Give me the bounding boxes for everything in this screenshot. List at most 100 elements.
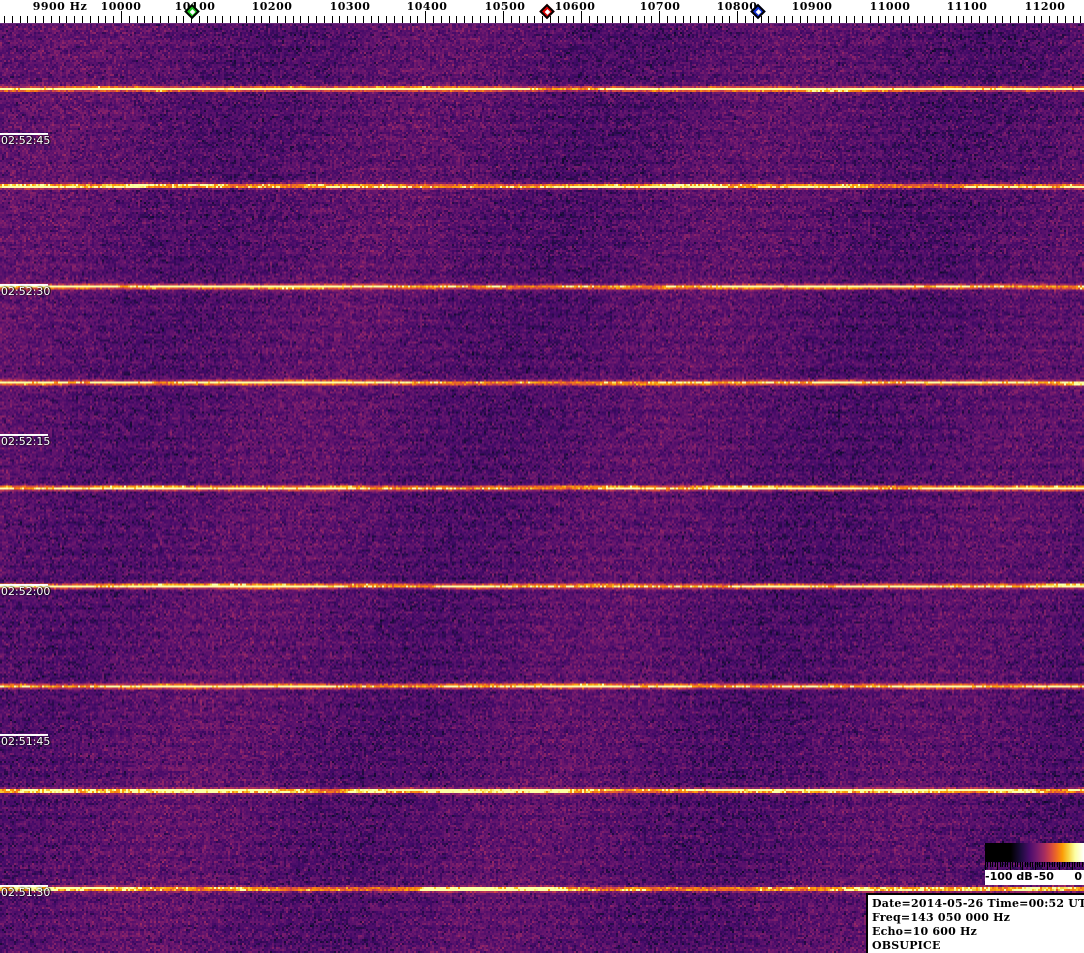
- info-line-date: Date=2014-05-26 Time=00:52 UTC: [872, 897, 1084, 910]
- colorbar-tick: [1032, 862, 1033, 867]
- colorbar-tick: [1049, 862, 1050, 867]
- freq-minor-tick: [745, 16, 746, 23]
- colorbar-tick: [1005, 862, 1006, 867]
- freq-tick-label: 10500: [484, 0, 526, 13]
- colorbar-label-mid: -50: [1034, 870, 1054, 883]
- freq-minor-tick: [885, 16, 886, 23]
- time-tick: [0, 434, 48, 436]
- colorbar-tick: [1072, 862, 1073, 870]
- freq-minor-tick: [807, 16, 808, 23]
- freq-minor-tick: [948, 16, 949, 23]
- freq-minor-tick: [651, 16, 652, 23]
- freq-minor-tick: [433, 16, 434, 23]
- colorbar-tick: [1044, 862, 1045, 867]
- freq-minor-tick: [355, 16, 356, 23]
- time-tick: [0, 584, 48, 586]
- time-tick: [0, 284, 48, 286]
- freq-minor-tick: [339, 16, 340, 23]
- freq-tick-label: 10300: [329, 0, 371, 13]
- info-line-station: OBSUPICE: [872, 939, 941, 952]
- freq-minor-tick: [862, 16, 863, 23]
- colorbar-tick: [997, 862, 998, 870]
- freq-minor-tick: [683, 16, 684, 23]
- freq-minor-tick: [230, 16, 231, 23]
- colorbar-tick: [1062, 862, 1063, 867]
- freq-minor-tick: [378, 16, 379, 23]
- freq-minor-tick: [386, 16, 387, 23]
- colorbar-gradient: [985, 843, 1084, 862]
- freq-tick-label: 11100: [946, 0, 988, 13]
- spectrogram-plot[interactable]: 02:52:45 02:52:30 02:52:15 02:52:00 02:51:45…: [0, 24, 1084, 953]
- colorbar-tick: [1000, 862, 1001, 867]
- freq-minor-tick: [612, 16, 613, 23]
- freq-minor-tick: [971, 16, 972, 23]
- colorbar-label-max: 0: [1074, 870, 1082, 883]
- freq-minor-tick: [932, 16, 933, 23]
- colorbar-tick: [1027, 862, 1028, 867]
- freq-minor-tick: [776, 16, 777, 23]
- colorbar-tick: [1012, 862, 1013, 867]
- freq-minor-tick: [940, 16, 941, 23]
- colorbar-tick: [1035, 862, 1036, 870]
- freq-minor-tick: [667, 16, 668, 23]
- colorbar-tick: [995, 862, 996, 867]
- freq-minor-tick: [152, 16, 153, 23]
- freq-minor-tick: [254, 16, 255, 23]
- freq-minor-tick: [269, 16, 270, 23]
- freq-minor-tick: [690, 16, 691, 23]
- time-tick-label: 02:52:15: [1, 435, 51, 448]
- freq-minor-tick: [761, 16, 762, 23]
- freq-minor-tick: [550, 16, 551, 23]
- freq-minor-tick: [729, 16, 730, 23]
- colorbar-tick: [1037, 862, 1038, 867]
- freq-minor-tick: [893, 16, 894, 23]
- freq-minor-tick: [43, 16, 44, 23]
- freq-minor-tick: [768, 16, 769, 23]
- freq-minor-tick: [137, 16, 138, 23]
- freq-minor-tick: [285, 16, 286, 23]
- freq-minor-tick: [347, 16, 348, 23]
- freq-major-tick: [121, 11, 122, 23]
- freq-minor-tick: [363, 16, 364, 23]
- freq-minor-tick: [1041, 16, 1042, 23]
- freq-minor-tick: [636, 16, 637, 23]
- colorbar-tick: [1079, 862, 1080, 867]
- freq-minor-tick: [839, 16, 840, 23]
- freq-minor-tick: [168, 16, 169, 23]
- freq-minor-tick: [963, 16, 964, 23]
- freq-minor-tick: [909, 16, 910, 23]
- time-tick: [0, 885, 48, 887]
- freq-minor-tick: [1065, 16, 1066, 23]
- colorbar-tick: [992, 862, 993, 867]
- colorbar-ticks: [985, 862, 1084, 870]
- freq-minor-tick: [394, 16, 395, 23]
- freq-minor-tick: [542, 16, 543, 23]
- info-line-freq: Freq=143 050 000 Hz: [872, 911, 1011, 924]
- marker-red-icon[interactable]: [539, 3, 555, 20]
- freq-minor-tick: [59, 16, 60, 23]
- freq-minor-tick: [449, 16, 450, 23]
- colorbar-tick: [1067, 862, 1068, 867]
- marker-blue-icon[interactable]: [750, 3, 766, 20]
- colorbar-tick: [1030, 862, 1031, 867]
- freq-minor-tick: [698, 16, 699, 23]
- freq-minor-tick: [573, 16, 574, 23]
- freq-minor-tick: [620, 16, 621, 23]
- marker-green-icon[interactable]: [184, 3, 200, 20]
- freq-minor-tick: [589, 16, 590, 23]
- freq-minor-tick: [566, 16, 567, 23]
- freq-minor-tick: [82, 16, 83, 23]
- freq-minor-tick: [176, 16, 177, 23]
- freq-minor-tick: [1057, 16, 1058, 23]
- info-box: Date=2014-05-26 Time=00:52 UTC Freq=143 …: [866, 893, 1084, 953]
- axis-baseline: [0, 23, 1084, 24]
- freq-minor-tick: [417, 16, 418, 23]
- freq-minor-tick: [706, 16, 707, 23]
- colorbar-tick: [987, 862, 988, 867]
- time-tick-label: 02:52:45: [1, 134, 51, 147]
- freq-minor-tick: [277, 16, 278, 23]
- freq-tick-label: 10400: [406, 0, 448, 13]
- freq-minor-tick: [1034, 16, 1035, 23]
- freq-minor-tick: [870, 16, 871, 23]
- freq-tick-label: 10200: [251, 0, 293, 13]
